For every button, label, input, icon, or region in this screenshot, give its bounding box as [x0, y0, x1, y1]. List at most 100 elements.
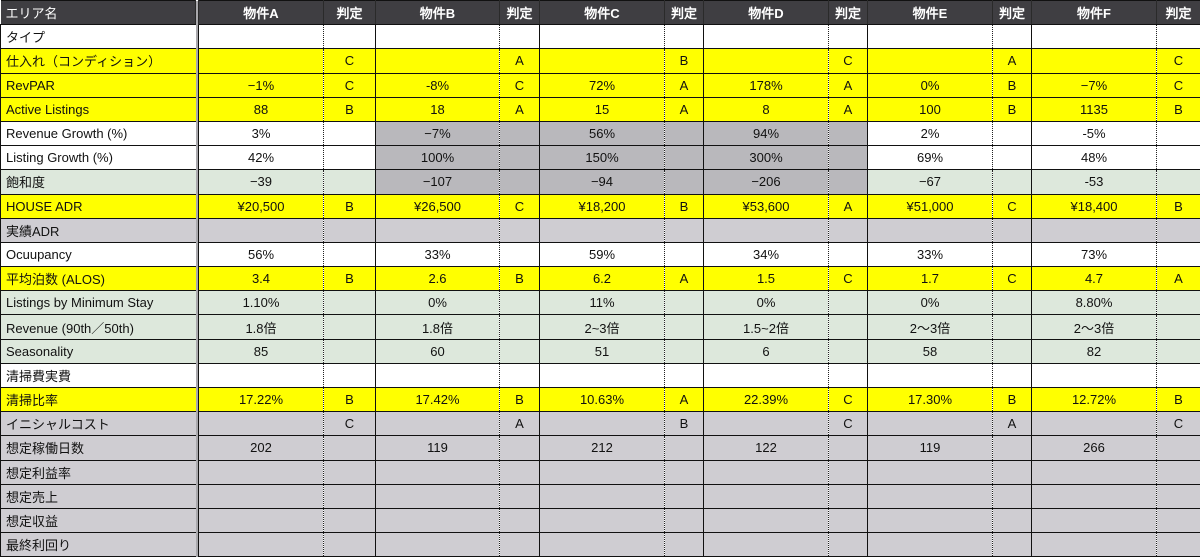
- value-cell[interactable]: [199, 508, 324, 532]
- judge-cell[interactable]: [829, 25, 868, 49]
- value-cell[interactable]: [868, 25, 993, 49]
- value-cell[interactable]: 1.8倍: [376, 315, 500, 339]
- judge-cell[interactable]: [1157, 315, 1200, 339]
- value-cell[interactable]: 0%: [376, 291, 500, 315]
- row-label[interactable]: RevPAR: [1, 73, 196, 97]
- header-judge[interactable]: 判定: [1157, 1, 1200, 25]
- judge-cell[interactable]: B: [324, 267, 376, 291]
- value-cell[interactable]: [376, 412, 500, 436]
- row-label[interactable]: Seasonality: [1, 339, 196, 363]
- value-cell[interactable]: 88: [199, 97, 324, 121]
- value-cell[interactable]: −94: [540, 170, 665, 194]
- value-cell[interactable]: [868, 508, 993, 532]
- judge-cell[interactable]: B: [993, 388, 1032, 412]
- value-cell[interactable]: 6.2: [540, 267, 665, 291]
- judge-cell[interactable]: [665, 436, 704, 460]
- value-cell[interactable]: [540, 460, 665, 484]
- value-cell[interactable]: 10.63%: [540, 388, 665, 412]
- value-cell[interactable]: 4.7: [1032, 267, 1157, 291]
- value-cell[interactable]: 73%: [1032, 242, 1157, 266]
- value-cell[interactable]: -53: [1032, 170, 1157, 194]
- judge-cell[interactable]: [324, 146, 376, 170]
- judge-cell[interactable]: [324, 121, 376, 145]
- judge-cell[interactable]: [1157, 533, 1200, 557]
- value-cell[interactable]: ¥53,600: [704, 194, 829, 218]
- judge-cell[interactable]: A: [500, 97, 540, 121]
- value-cell[interactable]: 15: [540, 97, 665, 121]
- judge-cell[interactable]: [829, 242, 868, 266]
- judge-cell[interactable]: [665, 218, 704, 242]
- judge-cell[interactable]: A: [1157, 267, 1200, 291]
- value-cell[interactable]: 82: [1032, 339, 1157, 363]
- judge-cell[interactable]: A: [829, 97, 868, 121]
- value-cell[interactable]: [704, 363, 829, 387]
- judge-cell[interactable]: [1157, 170, 1200, 194]
- judge-cell[interactable]: [993, 533, 1032, 557]
- judge-cell[interactable]: [993, 291, 1032, 315]
- value-cell[interactable]: [1032, 508, 1157, 532]
- judge-cell[interactable]: [1157, 460, 1200, 484]
- header-property[interactable]: 物件B: [376, 1, 500, 25]
- judge-cell[interactable]: [993, 25, 1032, 49]
- value-cell[interactable]: 33%: [376, 242, 500, 266]
- judge-cell[interactable]: [665, 242, 704, 266]
- judge-cell[interactable]: [500, 363, 540, 387]
- row-label[interactable]: 想定利益率: [1, 460, 196, 484]
- row-label[interactable]: Revenue (90th／50th): [1, 315, 196, 339]
- judge-cell[interactable]: [993, 460, 1032, 484]
- header-property[interactable]: 物件C: [540, 1, 665, 25]
- judge-cell[interactable]: C: [829, 412, 868, 436]
- judge-cell[interactable]: [500, 146, 540, 170]
- value-cell[interactable]: 1.10%: [199, 291, 324, 315]
- value-cell[interactable]: 2%: [868, 121, 993, 145]
- row-label[interactable]: Ocuupancy: [1, 242, 196, 266]
- judge-cell[interactable]: C: [1157, 49, 1200, 73]
- value-cell[interactable]: 202: [199, 436, 324, 460]
- judge-cell[interactable]: C: [1157, 412, 1200, 436]
- row-label[interactable]: 清掃比率: [1, 388, 196, 412]
- value-cell[interactable]: [376, 460, 500, 484]
- value-cell[interactable]: [540, 25, 665, 49]
- value-cell[interactable]: 1.8倍: [199, 315, 324, 339]
- row-label[interactable]: 想定稼働日数: [1, 436, 196, 460]
- judge-cell[interactable]: [829, 436, 868, 460]
- header-judge[interactable]: 判定: [324, 1, 376, 25]
- value-cell[interactable]: 94%: [704, 121, 829, 145]
- value-cell[interactable]: [704, 508, 829, 532]
- judge-cell[interactable]: [324, 291, 376, 315]
- judge-cell[interactable]: A: [500, 412, 540, 436]
- value-cell[interactable]: 17.22%: [199, 388, 324, 412]
- judge-cell[interactable]: B: [324, 97, 376, 121]
- value-cell[interactable]: [540, 484, 665, 508]
- value-cell[interactable]: [704, 25, 829, 49]
- value-cell[interactable]: [540, 508, 665, 532]
- judge-cell[interactable]: C: [829, 49, 868, 73]
- value-cell[interactable]: [376, 484, 500, 508]
- value-cell[interactable]: [376, 363, 500, 387]
- value-cell[interactable]: [1032, 218, 1157, 242]
- value-cell[interactable]: 42%: [199, 146, 324, 170]
- judge-cell[interactable]: A: [829, 194, 868, 218]
- value-cell[interactable]: [199, 363, 324, 387]
- value-cell[interactable]: 8.80%: [1032, 291, 1157, 315]
- judge-cell[interactable]: [500, 218, 540, 242]
- value-cell[interactable]: 12.72%: [1032, 388, 1157, 412]
- judge-cell[interactable]: B: [1157, 194, 1200, 218]
- value-cell[interactable]: [704, 218, 829, 242]
- judge-cell[interactable]: [500, 484, 540, 508]
- value-cell[interactable]: −67: [868, 170, 993, 194]
- row-label[interactable]: Revenue Growth (%): [1, 121, 196, 145]
- value-cell[interactable]: 51: [540, 339, 665, 363]
- judge-cell[interactable]: [500, 291, 540, 315]
- judge-cell[interactable]: [324, 533, 376, 557]
- judge-cell[interactable]: [829, 363, 868, 387]
- value-cell[interactable]: 22.39%: [704, 388, 829, 412]
- value-cell[interactable]: [376, 218, 500, 242]
- header-judge[interactable]: 判定: [665, 1, 704, 25]
- value-cell[interactable]: 6: [704, 339, 829, 363]
- judge-cell[interactable]: C: [324, 73, 376, 97]
- judge-cell[interactable]: [993, 315, 1032, 339]
- judge-cell[interactable]: [500, 315, 540, 339]
- judge-cell[interactable]: B: [665, 49, 704, 73]
- header-judge[interactable]: 判定: [829, 1, 868, 25]
